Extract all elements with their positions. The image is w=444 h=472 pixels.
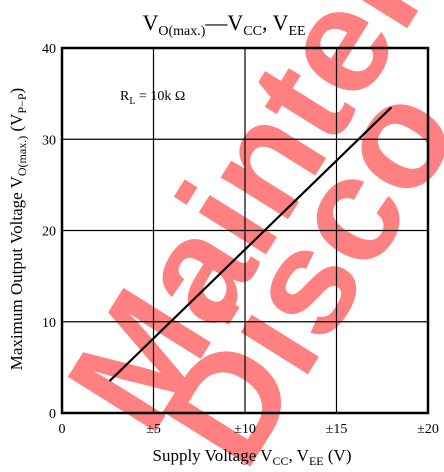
title-sub2: CC	[243, 24, 262, 39]
xlabel-sub1: CC	[272, 454, 288, 468]
y-tick-label-4: 40	[42, 42, 56, 57]
x-tick-labels: 0 ±5 ±10 ±15 ±20	[59, 422, 439, 437]
series-line-0	[108, 106, 393, 382]
chart-title: VO(max.)—VCC, VEE	[142, 10, 305, 39]
y-tick-label-0: 0	[49, 407, 56, 422]
xlabel-sep: , V	[288, 446, 309, 465]
title-dash: —V	[204, 10, 243, 35]
series	[108, 106, 393, 382]
y-tick-labels: 0 10 20 30 40	[42, 42, 56, 422]
annotation-rl: RL = 10k Ω	[120, 89, 185, 107]
y-tick-label-1: 10	[42, 316, 56, 331]
ylabel-sub1: O(max.)	[15, 136, 29, 176]
x-tick-label-4: ±20	[417, 422, 439, 437]
title-sep: , V	[262, 10, 289, 35]
xlabel-sub2: EE	[309, 454, 324, 468]
ylabel-paren: (V	[7, 113, 26, 136]
title-sub3: EE	[288, 24, 305, 39]
y-tick-label-3: 30	[42, 133, 56, 148]
xlabel-unit: (V)	[324, 446, 352, 465]
ylabel-main: Maximum Output Voltage V	[7, 175, 26, 370]
ylabel-sub2: P−P	[15, 93, 29, 113]
plot-frame	[60, 46, 430, 415]
ylabel-close: )	[7, 88, 26, 94]
watermark: Mainten Disco	[35, 0, 444, 472]
x-tick-label-1: ±5	[146, 422, 161, 437]
grid	[62, 48, 428, 413]
annotation-sub: L	[129, 96, 135, 107]
y-tick-label-2: 20	[42, 225, 56, 240]
title-sub1: O(max.)	[158, 24, 205, 39]
annotation-main: R	[120, 89, 130, 104]
x-tick-label-2: ±10	[234, 422, 256, 437]
x-tick-label-0: 0	[59, 422, 66, 437]
x-tick-label-3: ±15	[326, 422, 348, 437]
annotation-rest: = 10k Ω	[135, 89, 185, 104]
title-main: V	[142, 10, 158, 35]
x-axis-label: Supply Voltage VCC, VEE (V)	[153, 446, 352, 468]
y-axis-label: Maximum Output Voltage VO(max.) (VP−P)	[7, 88, 29, 370]
xlabel-main: Supply Voltage V	[153, 446, 274, 465]
